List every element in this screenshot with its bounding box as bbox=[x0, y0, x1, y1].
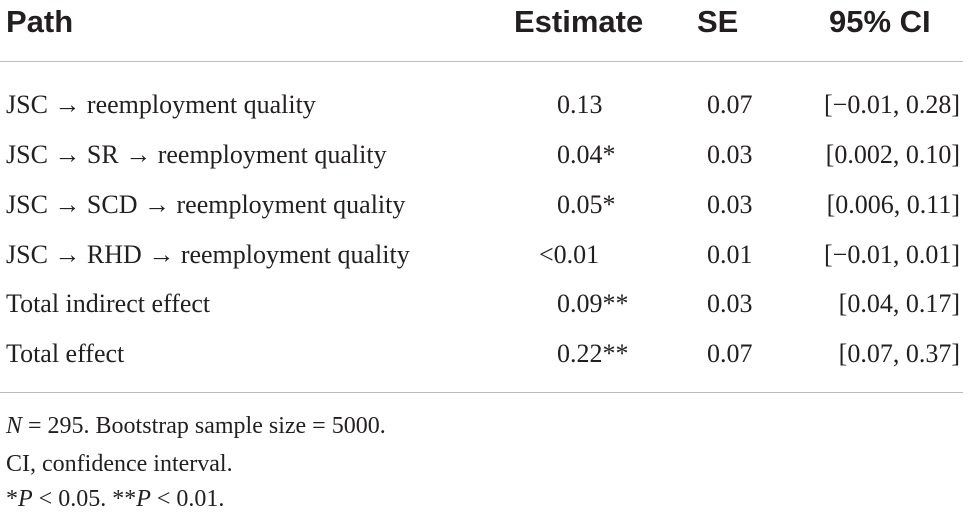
cell-se: 0.07 bbox=[707, 90, 753, 119]
cell-ci: [0.002, 0.10] bbox=[825, 140, 960, 169]
cell-estimate: 0.05* bbox=[557, 190, 616, 219]
cell-estimate: 0.13 bbox=[557, 90, 603, 119]
cell-ci: [−0.01, 0.28] bbox=[824, 90, 960, 119]
cell-ci: [0.006, 0.11] bbox=[826, 190, 960, 219]
cell-path: JSC → reemployment quality bbox=[6, 90, 316, 119]
table-row: JSC → SR → reemployment quality 0.04* 0.… bbox=[0, 137, 968, 173]
cell-se: 0.03 bbox=[707, 289, 753, 318]
footnote-p-label: P bbox=[18, 486, 33, 512]
header-path: Path bbox=[6, 4, 74, 39]
cell-path: JSC → SR → reemployment quality bbox=[6, 140, 387, 169]
footnote-p-text: < 0.01. bbox=[150, 486, 225, 512]
footnote-sample-size: N = 295. Bootstrap sample size = 5000. bbox=[6, 410, 386, 442]
footnote-ci-definition: CI, confidence interval. bbox=[6, 451, 233, 477]
cell-path: JSC → SCD → reemployment quality bbox=[6, 190, 406, 219]
cell-estimate: <0.01 bbox=[539, 240, 600, 269]
cell-estimate: 0.04* bbox=[557, 140, 616, 169]
footnote-star-single: * bbox=[6, 486, 18, 512]
cell-se: 0.01 bbox=[707, 240, 753, 269]
cell-ci: [0.04, 0.17] bbox=[838, 289, 960, 318]
cell-path: Total effect bbox=[6, 339, 125, 368]
header-se: SE bbox=[697, 4, 739, 39]
table-row: Total indirect effect 0.09** 0.03 [0.04,… bbox=[0, 286, 968, 322]
cell-ci: [−0.01, 0.01] bbox=[824, 240, 960, 269]
footnote-p-label: P bbox=[136, 486, 151, 512]
cell-estimate: 0.09** bbox=[557, 289, 629, 318]
cell-path: JSC → RHD → reemployment quality bbox=[6, 240, 410, 269]
table-row: Total effect 0.22** 0.07 [0.07, 0.37] bbox=[0, 336, 968, 372]
cell-path: Total indirect effect bbox=[6, 289, 211, 318]
footnote-n-label: N bbox=[6, 413, 23, 439]
bottom-rule bbox=[0, 392, 963, 393]
table-row: JSC → reemployment quality 0.13 0.07 [−0… bbox=[0, 87, 968, 123]
cell-ci: [0.07, 0.37] bbox=[838, 339, 960, 368]
top-rule bbox=[0, 61, 963, 62]
cell-se: 0.07 bbox=[707, 339, 753, 368]
table-row: JSC → SCD → reemployment quality 0.05* 0… bbox=[0, 187, 968, 223]
footnote-p-text: < 0.05. bbox=[32, 486, 113, 512]
table-row: JSC → RHD → reemployment quality <0.01 0… bbox=[0, 237, 968, 273]
header-estimate: Estimate bbox=[514, 4, 644, 39]
cell-se: 0.03 bbox=[707, 190, 753, 219]
footnote-n-text: = 295. Bootstrap sample size = 5000. bbox=[22, 413, 386, 439]
footnote-star-double: ** bbox=[112, 486, 137, 512]
header-ci: 95% CI bbox=[829, 4, 931, 39]
footnote-significance: *P < 0.05. **P < 0.01. bbox=[6, 483, 224, 515]
cell-estimate: 0.22** bbox=[557, 339, 629, 368]
cell-se: 0.03 bbox=[707, 140, 753, 169]
